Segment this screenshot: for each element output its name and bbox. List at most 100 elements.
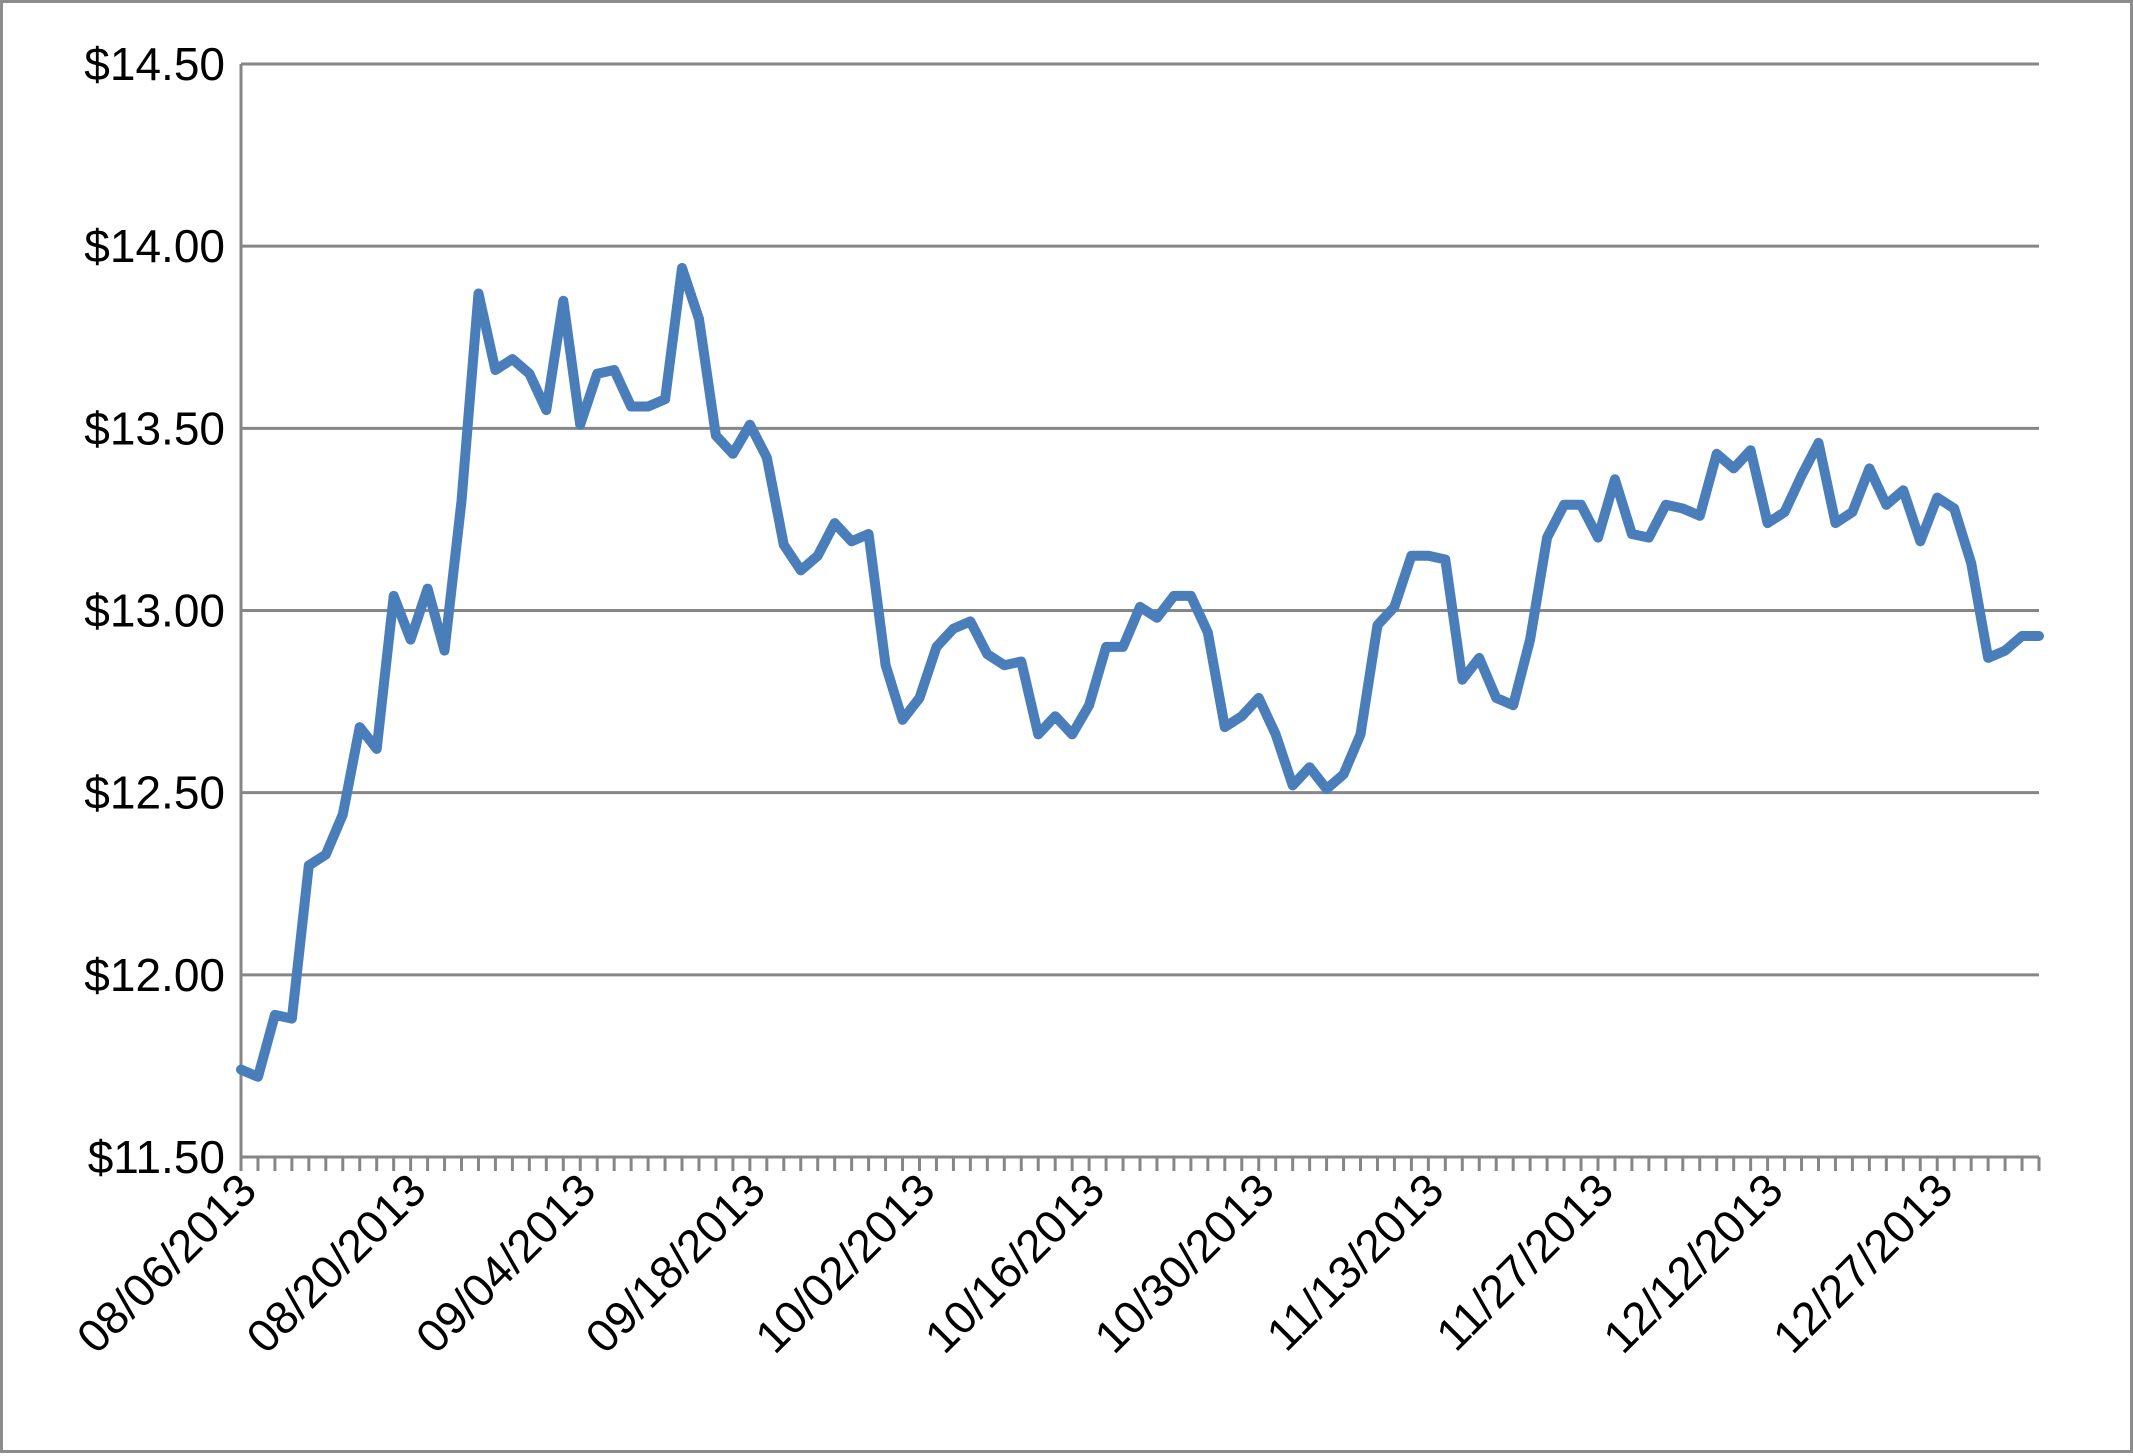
- x-tick-label: 12/12/2013: [1593, 1163, 1793, 1363]
- data-point: [1933, 494, 1941, 502]
- data-point: [1357, 730, 1365, 738]
- x-tick-label: 12/27/2013: [1763, 1163, 1963, 1363]
- data-point: [1730, 464, 1738, 472]
- data-point: [305, 862, 313, 870]
- data-point: [525, 370, 533, 378]
- data-point: [491, 366, 499, 374]
- data-point: [593, 370, 601, 378]
- data-point: [1967, 559, 1975, 567]
- data-point: [1373, 621, 1381, 629]
- data-point: [966, 617, 974, 625]
- data-point: [1340, 770, 1348, 778]
- y-tick-label: $13.00: [84, 585, 225, 637]
- data-point: [1713, 450, 1721, 458]
- data-point: [949, 625, 957, 633]
- data-point: [983, 650, 991, 658]
- data-point: [2001, 647, 2009, 655]
- data-point: [2018, 632, 2026, 640]
- data-point: [1865, 464, 1873, 472]
- data-point: [458, 497, 466, 505]
- data-point: [441, 647, 449, 655]
- series-layer: [236, 263, 2044, 1082]
- data-point: [915, 694, 923, 702]
- data-point: [1458, 676, 1466, 684]
- x-tick-label: 11/27/2013: [1426, 1163, 1623, 1360]
- data-point: [1390, 603, 1398, 611]
- data-point: [1017, 658, 1025, 666]
- data-point: [1611, 475, 1619, 483]
- data-point: [627, 402, 635, 410]
- data-point: [407, 636, 415, 644]
- data-point: [1204, 628, 1212, 636]
- data-point: [1916, 537, 1924, 545]
- data-point: [1102, 643, 1110, 651]
- data-point: [712, 432, 720, 440]
- x-axis-tick-labels: 08/06/201308/20/201309/04/201309/18/2013…: [67, 1163, 1963, 1363]
- x-tick-label: 10/02/2013: [745, 1163, 945, 1363]
- data-point: [2035, 632, 2043, 640]
- x-tick-label: 09/18/2013: [575, 1163, 775, 1363]
- data-point: [1306, 763, 1314, 771]
- data-point: [254, 1073, 262, 1081]
- data-point: [1424, 552, 1432, 560]
- data-point: [1221, 723, 1229, 731]
- y-axis-tick-labels: $11.50 $12.00 $12.50 $13.00 $13.50 $14.00 $14.…: [84, 38, 225, 1183]
- line-chart: $11.50 $12.00 $12.50 $13.00 $13.50 $14.00 $14.…: [67, 38, 2044, 1363]
- x-tick-label: 08/06/2013: [67, 1163, 267, 1363]
- x-tick-label: 10/30/2013: [1084, 1163, 1284, 1363]
- data-point: [1136, 603, 1144, 611]
- data-point: [797, 566, 805, 574]
- data-point: [729, 450, 737, 458]
- data-point: [763, 453, 771, 461]
- data-point: [474, 290, 482, 298]
- x-tick-label: 11/13/2013: [1256, 1163, 1453, 1360]
- data-point: [237, 1066, 245, 1074]
- y-tick-label: $12.50: [84, 767, 225, 819]
- data-point: [1085, 701, 1093, 709]
- data-point: [1831, 519, 1839, 527]
- data-point: [1119, 643, 1127, 651]
- data-point: [1814, 439, 1822, 447]
- data-point: [1679, 504, 1687, 512]
- data-point: [1526, 636, 1534, 644]
- data-point: [1323, 785, 1331, 793]
- data-point: [1848, 508, 1856, 516]
- y-tick-label: $12.00: [84, 949, 225, 1001]
- x-tick-label: 09/04/2013: [406, 1163, 606, 1363]
- data-point: [1560, 501, 1568, 509]
- data-point: [1034, 730, 1042, 738]
- data-point: [1781, 508, 1789, 516]
- data-point: [644, 402, 652, 410]
- data-point: [1000, 661, 1008, 669]
- data-point: [508, 355, 516, 363]
- data-point: [1475, 654, 1483, 662]
- y-tick-label: $11.50: [88, 1131, 225, 1183]
- data-point: [1289, 781, 1297, 789]
- series-line: [236, 263, 2044, 1082]
- data-point: [848, 537, 856, 545]
- data-point: [373, 745, 381, 753]
- data-point: [1747, 446, 1755, 454]
- y-tick-label: $13.50: [84, 402, 225, 454]
- data-point: [932, 643, 940, 651]
- data-point: [1594, 534, 1602, 542]
- data-point: [1068, 730, 1076, 738]
- data-point: [1696, 512, 1704, 520]
- data-point: [1882, 501, 1890, 509]
- data-point: [882, 661, 890, 669]
- data-point: [1170, 592, 1178, 600]
- data-point: [1577, 501, 1585, 509]
- data-point: [288, 1015, 296, 1023]
- data-point: [1441, 555, 1449, 563]
- data-point: [1238, 712, 1246, 720]
- y-tick-label: $14.00: [84, 220, 225, 272]
- data-point: [424, 585, 432, 593]
- data-point: [1662, 501, 1670, 509]
- data-point: [1492, 694, 1500, 702]
- data-point: [678, 264, 686, 272]
- data-point: [1407, 552, 1415, 560]
- data-point: [1255, 694, 1263, 702]
- axes: [239, 64, 2041, 1171]
- x-tick-label: 10/16/2013: [915, 1163, 1115, 1363]
- data-point: [356, 723, 364, 731]
